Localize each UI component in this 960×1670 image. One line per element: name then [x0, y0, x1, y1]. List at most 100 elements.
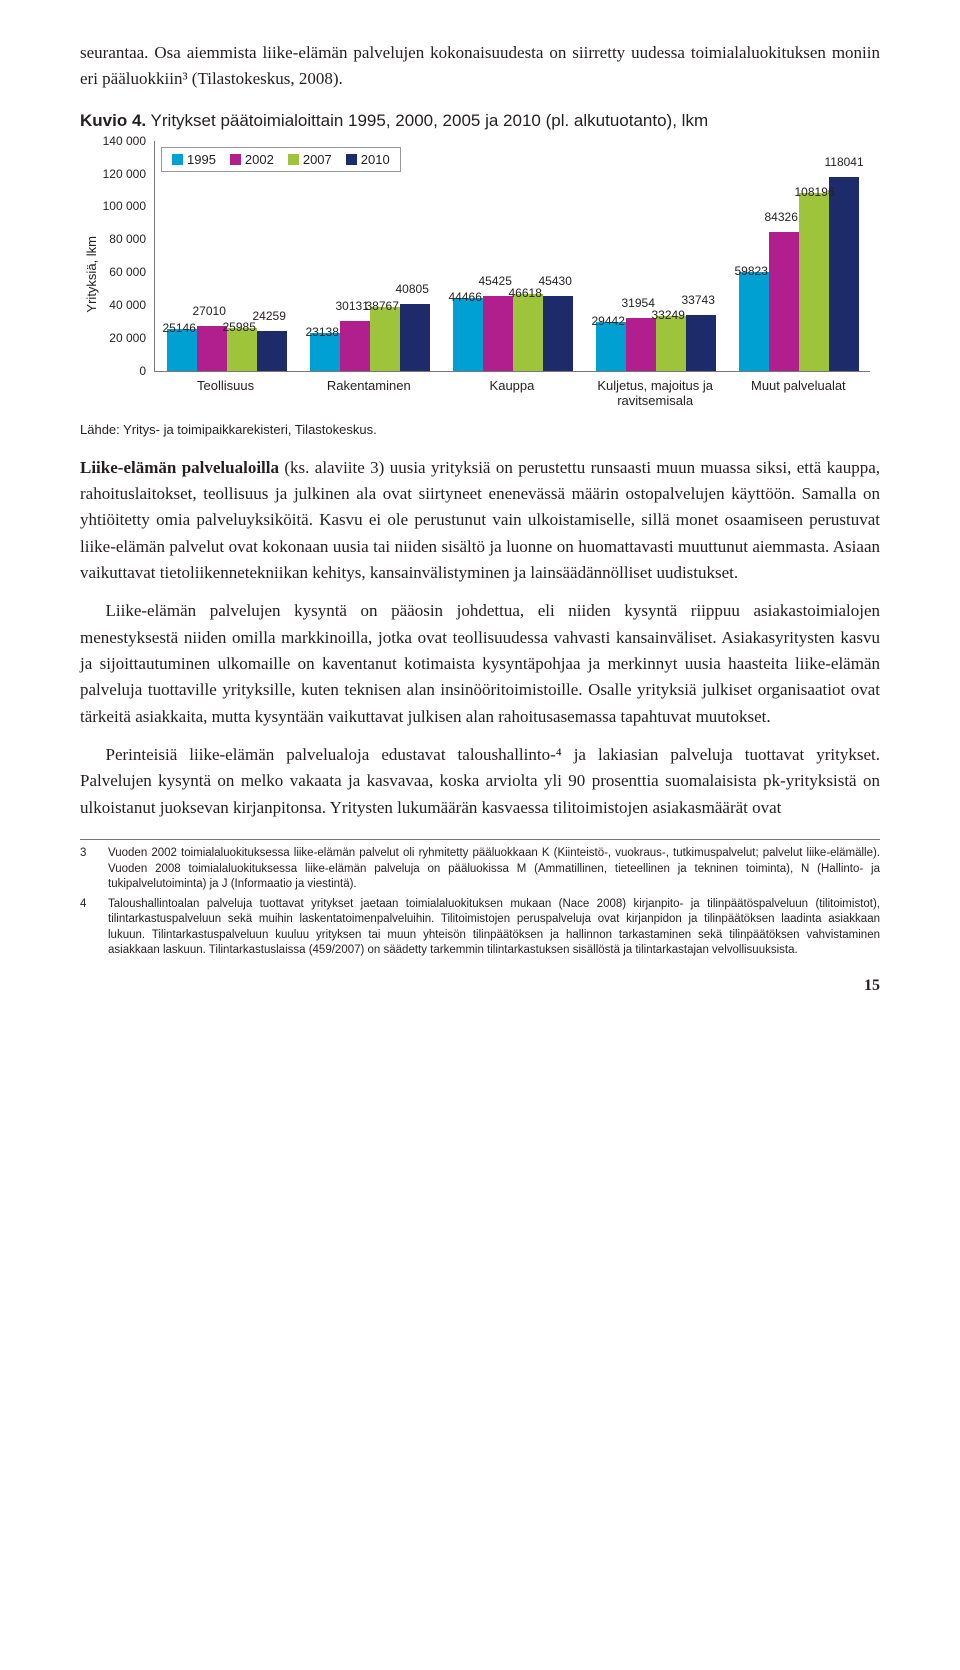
x-axis-label: Kuljetus, majoitus ja ravitsemisala	[585, 378, 725, 408]
legend-label: 1995	[187, 152, 216, 167]
bar-value-label: 46618	[509, 286, 542, 300]
x-axis-label: Kauppa	[442, 378, 582, 408]
bar-wrap	[769, 141, 799, 371]
footnote-text: Taloushallintoalan palveluja tuottavat y…	[108, 897, 880, 959]
bar	[686, 315, 716, 370]
y-ticks: 020 00040 00060 00080 000100 000120 0001…	[100, 141, 150, 371]
legend-item: 2002	[230, 152, 274, 167]
bar-wrap	[656, 141, 686, 371]
bar	[656, 316, 686, 371]
bar-wrap	[227, 141, 257, 371]
y-axis-label: Yrityksiä, lkm	[80, 236, 99, 313]
y-tick: 60 000	[109, 265, 146, 279]
bar-value-label: 31954	[622, 296, 655, 310]
para2-lead: Liike-elämän palvelualoilla	[80, 458, 279, 477]
figure-title: Yritykset päätoimialoittain 1995, 2000, …	[151, 111, 709, 130]
plot-area: 020 00040 00060 00080 000100 000120 0001…	[154, 141, 870, 372]
bar-value-label: 45425	[479, 274, 512, 288]
bar-wrap	[370, 141, 400, 371]
bar-value-label: 23138	[306, 325, 339, 339]
paragraph-1: seurantaa. Osa aiemmista liike-elämän pa…	[80, 40, 880, 93]
bar-value-label: 44466	[449, 290, 482, 304]
bar-wrap	[626, 141, 656, 371]
bar	[543, 296, 573, 371]
figure-label: Kuvio 4.	[80, 111, 146, 130]
footnote: 3Vuoden 2002 toimialaluokituksessa liike…	[80, 846, 880, 893]
bar-wrap	[197, 141, 227, 371]
y-tick: 100 000	[103, 199, 146, 213]
bar	[829, 177, 859, 371]
x-axis-label: Rakentaminen	[299, 378, 439, 408]
legend-swatch	[230, 154, 241, 165]
bar-value-label: 29442	[592, 314, 625, 328]
y-tick: 0	[139, 364, 146, 378]
page-number: 15	[80, 977, 880, 995]
bar	[400, 304, 430, 371]
bar-value-label: 118041	[825, 155, 864, 169]
legend-item: 2007	[288, 152, 332, 167]
bar	[799, 193, 829, 371]
bar-value-label: 40805	[396, 282, 429, 296]
bar-chart: Yrityksiä, lkm 020 00040 00060 00080 000…	[80, 141, 880, 408]
bar-wrap	[543, 141, 573, 371]
bar-value-label: 108196	[795, 185, 835, 199]
y-tick: 40 000	[109, 298, 146, 312]
bar-value-label: 59823	[735, 264, 768, 278]
bar-wrap	[596, 141, 626, 371]
bar-value-label: 33249	[652, 308, 685, 322]
legend-swatch	[172, 154, 183, 165]
bar-wrap	[453, 141, 483, 371]
bar	[596, 322, 626, 370]
bar-value-label: 25146	[163, 321, 196, 335]
bar-value-label: 84326	[765, 210, 798, 224]
bar	[370, 307, 400, 371]
bar-wrap	[739, 141, 769, 371]
footnote-text: Vuoden 2002 toimialaluokituksessa liike-…	[108, 846, 880, 893]
legend-label: 2002	[245, 152, 274, 167]
footnote: 4Taloushallintoalan palveluja tuottavat …	[80, 897, 880, 959]
x-axis-label: Muut palvelualat	[728, 378, 868, 408]
chart-body: 020 00040 00060 00080 000100 000120 0001…	[99, 141, 880, 408]
paragraph-3: Liike-elämän palvelujen kysyntä on pääos…	[80, 598, 880, 730]
bar	[257, 331, 287, 371]
legend-label: 2007	[303, 152, 332, 167]
bar-wrap	[799, 141, 829, 371]
legend-swatch	[346, 154, 357, 165]
bar-wrap	[340, 141, 370, 371]
bar-wrap	[513, 141, 543, 371]
bar	[739, 272, 769, 370]
x-axis-label: Teollisuus	[156, 378, 296, 408]
bar-wrap	[167, 141, 197, 371]
paragraph-2: Liike-elämän palvelualoilla (ks. alaviit…	[80, 455, 880, 587]
bar-value-label: 27010	[193, 304, 226, 318]
figure-caption: Kuvio 4. Yritykset päätoimialoittain 199…	[80, 111, 880, 131]
bar-value-label: 45430	[539, 274, 572, 288]
bar-wrap	[686, 141, 716, 371]
legend-item: 2010	[346, 152, 390, 167]
legend-item: 1995	[172, 152, 216, 167]
bar	[483, 296, 513, 371]
legend-swatch	[288, 154, 299, 165]
bar-wrap	[400, 141, 430, 371]
bar-group: 23138301313876740805	[310, 141, 430, 371]
bar	[769, 232, 799, 371]
y-tick: 120 000	[103, 167, 146, 181]
bar-group: 25146270102598524259	[167, 141, 287, 371]
bar-value-label: 30131	[336, 299, 369, 313]
bar-wrap	[483, 141, 513, 371]
paragraph-4: Perinteisiä liike-elämän palvelualoja ed…	[80, 742, 880, 821]
chart-source: Lähde: Yritys- ja toimipaikkarekisteri, …	[80, 422, 880, 437]
footnotes: 3Vuoden 2002 toimialaluokituksessa liike…	[80, 839, 880, 959]
bar-group: 5982384326108196118041	[739, 141, 859, 371]
bar	[167, 329, 197, 370]
x-axis: TeollisuusRakentaminenKauppaKuljetus, ma…	[154, 378, 870, 408]
bar-group: 29442319543324933743	[596, 141, 716, 371]
bar	[626, 318, 656, 370]
bar-wrap	[829, 141, 859, 371]
bar	[453, 298, 483, 371]
page: seurantaa. Osa aiemmista liike-elämän pa…	[40, 0, 920, 1035]
y-tick: 20 000	[109, 331, 146, 345]
bar	[227, 328, 257, 371]
footnote-number: 3	[80, 846, 108, 893]
bar-group: 44466454254661845430	[453, 141, 573, 371]
